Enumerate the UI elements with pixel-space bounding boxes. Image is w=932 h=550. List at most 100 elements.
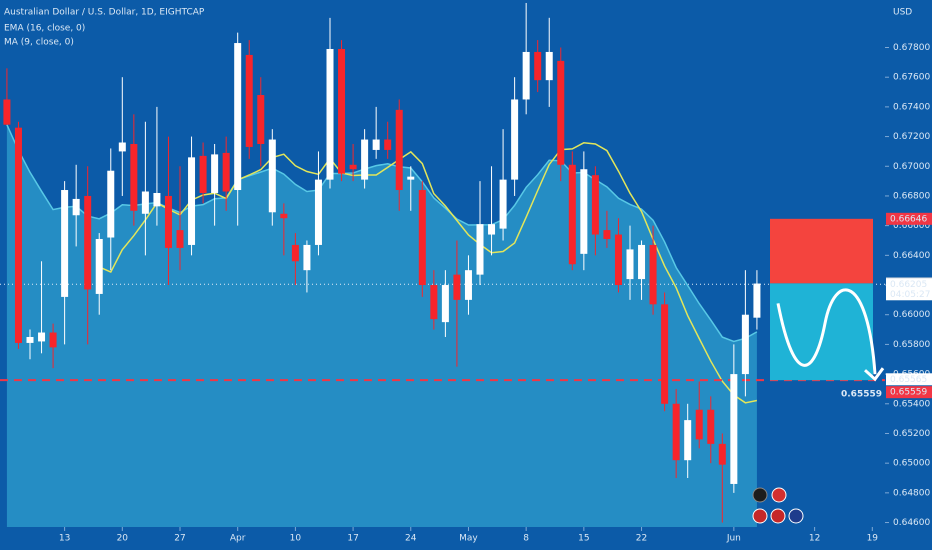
candle-body [164,195,172,248]
icon [770,508,786,524]
candle-body [591,175,599,235]
candle-body [303,244,311,271]
x-tick-label: 22 [636,534,647,544]
x-tick-label: 13 [59,534,70,544]
candle-body [557,60,565,165]
candle-body [95,239,103,294]
candle-body [488,224,496,235]
candle-body [291,244,299,262]
candle-body [176,230,184,248]
y-tick-label: 0.65400 [893,399,930,409]
y-axis-label: USD [893,8,912,18]
y-tick-label: 0.64600 [893,518,930,528]
candle-body [407,176,415,180]
candle-body [38,332,46,342]
candle-body [84,195,92,290]
x-tick-label: 15 [578,534,589,544]
candle-body [730,374,738,484]
candle-body [626,249,634,280]
candle-body [545,51,553,81]
candle-body [49,332,57,348]
candle-body [361,139,369,180]
level-label-box [886,373,932,386]
target-label: 0.65559 [890,388,927,398]
candle-body [672,403,680,461]
y-tick-label: 0.67400 [893,102,930,112]
reward-zone [770,283,873,381]
risk-zone [770,218,873,284]
projection-arrow [863,367,885,382]
candle-body [130,143,138,211]
toolbar-icons [752,487,804,524]
candle-body [614,234,622,286]
y-tick-label: 0.67600 [893,73,930,83]
x-tick-label: Apr [230,534,246,544]
candle-body [441,285,449,323]
candle-body [3,99,11,125]
legend-ma: MA (9, close, 0) [4,38,74,48]
candle-body [326,48,334,180]
x-tick-label: 17 [347,534,358,544]
candle-body [14,127,22,343]
y-tick-label: 0.67000 [893,162,930,172]
y-tick-label: 0.64800 [893,488,930,498]
candle-body [280,213,288,219]
projection-curve [776,288,877,375]
candle-body [234,43,242,191]
chart-title: Australian Dollar / U.S. Dollar, 1D, EIG… [4,8,205,18]
y-tick-label: 0.66400 [893,251,930,261]
x-tick-label: 20 [117,534,129,544]
candle-body [372,139,380,150]
stop-label-box [886,212,932,225]
x-tick-label: 24 [405,534,417,544]
candle-body [338,48,346,174]
candle-body [314,179,322,245]
candle-body [534,51,542,81]
candle-body [199,155,207,193]
candle-body [61,190,69,297]
y-tick-label: 0.65000 [893,459,930,469]
candle-body [568,164,576,265]
candle-body [26,336,34,343]
candle-body [211,154,219,193]
last-price-label: 0.66205 [890,280,927,290]
y-tick-label: 0.66000 [893,310,930,320]
plot [0,2,885,527]
target-label-box [886,386,932,399]
candle-body [384,139,392,150]
candle-body [661,304,669,404]
last-price-box [886,278,932,301]
candle-body [245,54,253,147]
candle-body [268,139,276,213]
candle-body [107,170,115,238]
candle-body [707,409,715,444]
x-tick-label: 19 [867,534,879,544]
candle-body [395,109,403,191]
y-tick-label: 0.65800 [893,340,930,350]
icon [752,487,768,503]
ma-line [98,142,758,404]
candle-body [430,285,438,320]
y-tick-label: 0.66600 [893,221,930,231]
candle-body [72,198,80,216]
icon [752,508,768,524]
x-tick-label: 8 [523,534,529,544]
candle-body [695,409,703,440]
y-tick-label: 0.66800 [893,191,930,201]
candle-body [638,244,646,280]
candle-body [349,164,357,170]
candle-body [464,270,472,300]
countdown-label: 04:05:27 [890,290,930,300]
icon [771,487,787,503]
candle-body [603,230,611,240]
y-tick-label: 0.65200 [893,429,930,439]
legend-ema: EMA (16, close, 0) [4,24,85,34]
candle-body [476,224,484,275]
x-tick-label: Jun [726,534,741,544]
y-tick-label: 0.67200 [893,132,930,142]
candle-body [453,274,461,300]
candle-body [741,314,749,375]
candle-body [522,51,530,100]
